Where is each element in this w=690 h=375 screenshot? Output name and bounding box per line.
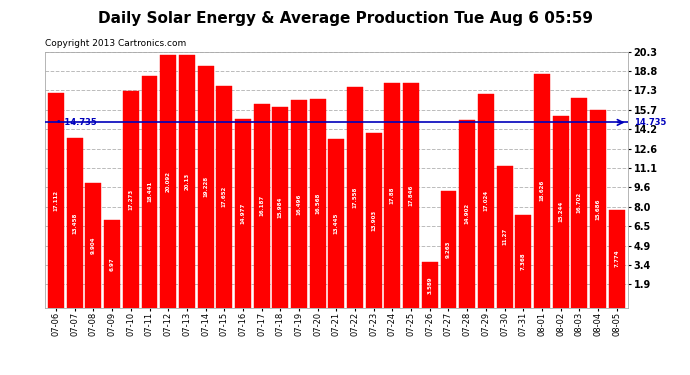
Text: 13.903: 13.903 [371, 210, 376, 231]
Text: 17.112: 17.112 [54, 189, 59, 210]
Text: 18.626: 18.626 [540, 180, 544, 201]
Text: 18.441: 18.441 [147, 181, 152, 202]
Bar [366, 133, 382, 308]
Bar [197, 66, 213, 308]
Text: 6.97: 6.97 [110, 257, 115, 271]
Text: 15.244: 15.244 [558, 201, 563, 222]
Bar [86, 183, 101, 308]
Text: 9.263: 9.263 [446, 241, 451, 258]
Bar [609, 210, 624, 308]
Text: 14.977: 14.977 [240, 203, 246, 224]
Bar [104, 220, 120, 308]
Bar [478, 94, 494, 308]
Bar [291, 100, 307, 308]
Text: 16.568: 16.568 [315, 193, 320, 214]
Text: 13.458: 13.458 [72, 212, 77, 234]
Text: 14.735: 14.735 [634, 118, 667, 127]
Text: 15.686: 15.686 [595, 198, 600, 220]
Text: 17.846: 17.846 [408, 185, 413, 206]
Text: 17.652: 17.652 [221, 186, 227, 207]
Bar [440, 191, 457, 308]
Text: 14.902: 14.902 [464, 203, 470, 225]
Bar [310, 99, 326, 308]
Text: 19.228: 19.228 [203, 176, 208, 197]
Bar [553, 116, 569, 308]
Bar [422, 262, 437, 308]
Text: 3.589: 3.589 [427, 276, 433, 294]
Text: 9.904: 9.904 [91, 237, 96, 254]
Text: 16.187: 16.187 [259, 195, 264, 216]
Bar [48, 93, 64, 308]
Text: 20.092: 20.092 [166, 171, 170, 192]
Bar [460, 120, 475, 308]
Text: 17.024: 17.024 [484, 190, 489, 211]
Bar [254, 104, 270, 308]
Bar [403, 83, 419, 308]
Text: 16.702: 16.702 [577, 192, 582, 213]
Bar [123, 90, 139, 308]
Bar [216, 86, 233, 308]
Text: Daily Solar Energy & Average Production Tue Aug 6 05:59: Daily Solar Energy & Average Production … [97, 11, 593, 26]
Text: 11.27: 11.27 [502, 228, 507, 245]
Text: 20.13: 20.13 [184, 172, 189, 190]
Bar [534, 74, 550, 308]
Bar [141, 76, 157, 307]
Bar [515, 215, 531, 308]
Bar [328, 139, 344, 308]
Text: 7.368: 7.368 [521, 252, 526, 270]
Bar [590, 111, 606, 308]
Bar [235, 119, 251, 308]
Bar [179, 55, 195, 308]
Bar [384, 83, 400, 308]
Text: 13.445: 13.445 [334, 212, 339, 234]
Text: 15.984: 15.984 [278, 196, 283, 218]
Bar [497, 166, 513, 308]
Text: 17.558: 17.558 [353, 186, 357, 208]
Bar [571, 98, 587, 308]
Text: Copyright 2013 Cartronics.com: Copyright 2013 Cartronics.com [45, 39, 186, 48]
Bar [273, 107, 288, 307]
Bar [160, 55, 176, 308]
Text: 7.774: 7.774 [614, 250, 619, 267]
Text: • 14.735: • 14.735 [57, 118, 97, 127]
Bar [67, 138, 83, 308]
Bar [347, 87, 363, 308]
Text: 17.273: 17.273 [128, 188, 133, 210]
Text: 16.496: 16.496 [297, 193, 302, 214]
Text: 17.88: 17.88 [390, 186, 395, 204]
